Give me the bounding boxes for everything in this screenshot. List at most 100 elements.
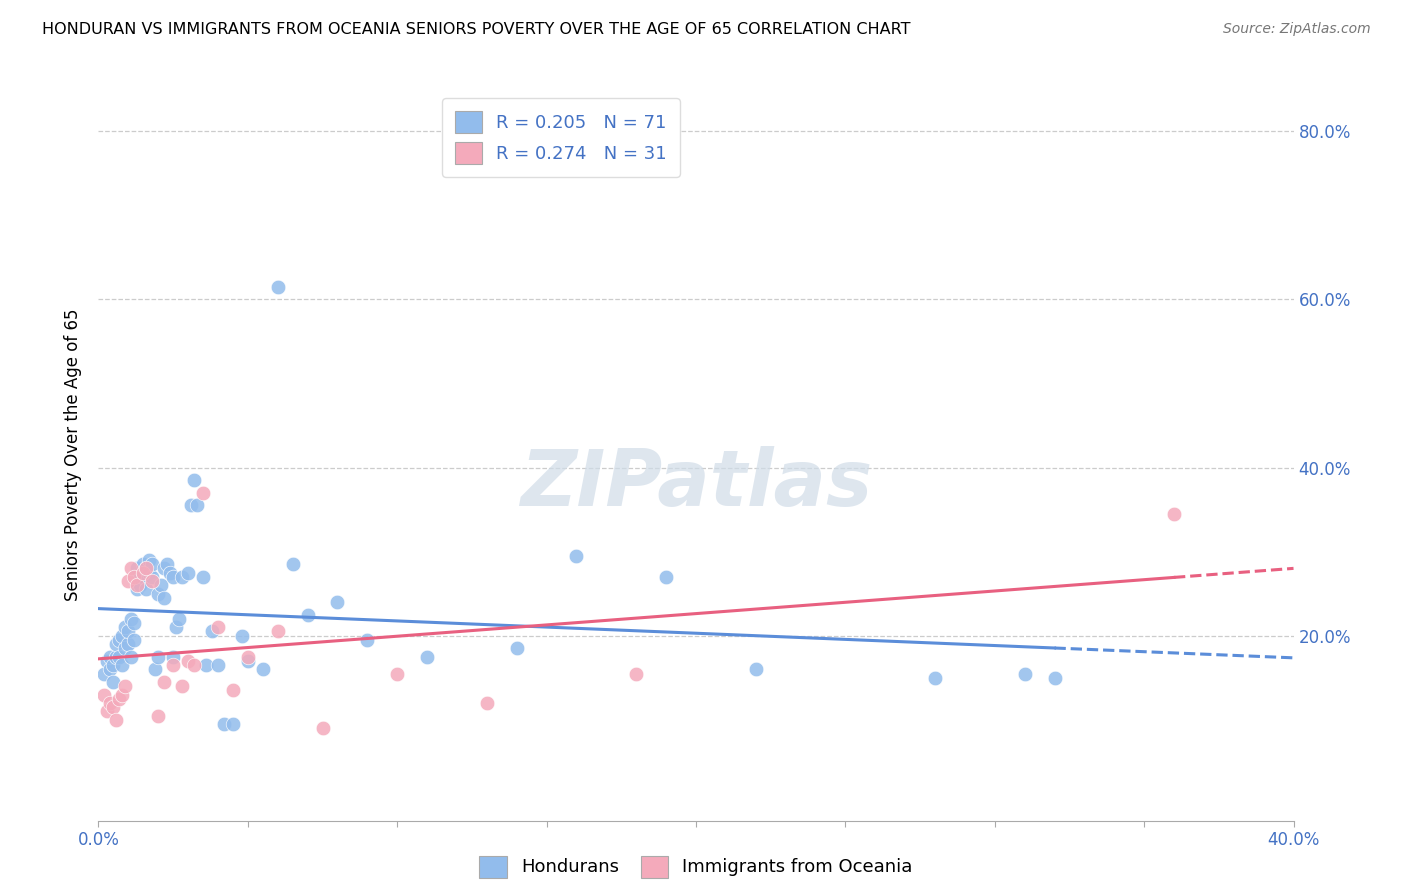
Point bbox=[135, 582, 157, 597]
Point bbox=[162, 649, 184, 664]
Point bbox=[103, 674, 125, 689]
Point bbox=[177, 654, 200, 668]
Point bbox=[506, 641, 529, 656]
Point bbox=[108, 632, 131, 647]
Point bbox=[132, 558, 155, 572]
Legend: Hondurans, Immigrants from Oceania: Hondurans, Immigrants from Oceania bbox=[472, 848, 920, 885]
Point bbox=[222, 683, 245, 698]
Point bbox=[108, 649, 131, 664]
Point bbox=[156, 558, 179, 572]
Point bbox=[148, 649, 170, 664]
Point bbox=[191, 570, 214, 584]
Point bbox=[114, 620, 136, 634]
Point bbox=[135, 561, 157, 575]
Point bbox=[148, 587, 170, 601]
Point bbox=[236, 649, 259, 664]
Point bbox=[129, 570, 152, 584]
Point bbox=[172, 679, 194, 693]
Point bbox=[385, 666, 409, 681]
Point bbox=[105, 649, 128, 664]
Point bbox=[1014, 666, 1036, 681]
Point bbox=[96, 654, 118, 668]
Point bbox=[93, 688, 115, 702]
Point bbox=[148, 708, 170, 723]
Point bbox=[165, 620, 187, 634]
Point bbox=[207, 658, 229, 673]
Text: HONDURAN VS IMMIGRANTS FROM OCEANIA SENIORS POVERTY OVER THE AGE OF 65 CORRELATI: HONDURAN VS IMMIGRANTS FROM OCEANIA SENI… bbox=[42, 22, 911, 37]
Point bbox=[212, 717, 235, 731]
Point bbox=[105, 637, 128, 651]
Point bbox=[924, 671, 946, 685]
Point bbox=[1163, 507, 1185, 521]
Point bbox=[475, 696, 498, 710]
Point bbox=[138, 553, 160, 567]
Point bbox=[141, 570, 163, 584]
Point bbox=[252, 662, 274, 676]
Point bbox=[267, 624, 290, 639]
Point bbox=[132, 570, 155, 584]
Point bbox=[108, 691, 131, 706]
Point bbox=[326, 595, 349, 609]
Point bbox=[183, 473, 205, 487]
Point bbox=[114, 641, 136, 656]
Point bbox=[162, 570, 184, 584]
Text: Source: ZipAtlas.com: Source: ZipAtlas.com bbox=[1223, 22, 1371, 37]
Point bbox=[195, 658, 218, 673]
Point bbox=[117, 574, 139, 588]
Point bbox=[267, 279, 290, 293]
Point bbox=[132, 566, 155, 580]
Point bbox=[231, 629, 253, 643]
Point bbox=[105, 713, 128, 727]
Point bbox=[162, 658, 184, 673]
Point bbox=[236, 654, 259, 668]
Point bbox=[356, 632, 378, 647]
Point bbox=[120, 561, 142, 575]
Point bbox=[207, 620, 229, 634]
Point bbox=[103, 658, 125, 673]
Point bbox=[180, 499, 202, 513]
Point bbox=[141, 558, 163, 572]
Point bbox=[143, 662, 166, 676]
Point bbox=[117, 637, 139, 651]
Point bbox=[127, 561, 149, 575]
Point bbox=[186, 499, 208, 513]
Point bbox=[745, 662, 768, 676]
Point bbox=[138, 566, 160, 580]
Point bbox=[127, 582, 149, 597]
Point bbox=[124, 570, 146, 584]
Point bbox=[150, 578, 173, 592]
Point bbox=[117, 624, 139, 639]
Point bbox=[120, 649, 142, 664]
Text: ZIPatlas: ZIPatlas bbox=[520, 446, 872, 522]
Point bbox=[153, 674, 176, 689]
Point bbox=[565, 549, 588, 563]
Point bbox=[201, 624, 224, 639]
Point bbox=[127, 578, 149, 592]
Point bbox=[114, 679, 136, 693]
Point bbox=[626, 666, 648, 681]
Point bbox=[183, 658, 205, 673]
Point bbox=[124, 616, 146, 631]
Point bbox=[177, 566, 200, 580]
Point bbox=[111, 688, 134, 702]
Point bbox=[297, 607, 319, 622]
Point bbox=[172, 570, 194, 584]
Point bbox=[103, 700, 125, 714]
Point bbox=[100, 649, 122, 664]
Point bbox=[281, 558, 304, 572]
Point bbox=[153, 561, 176, 575]
Point bbox=[120, 612, 142, 626]
Point bbox=[141, 574, 163, 588]
Point bbox=[100, 662, 122, 676]
Point bbox=[222, 717, 245, 731]
Point bbox=[153, 591, 176, 605]
Point bbox=[191, 485, 214, 500]
Point bbox=[135, 561, 157, 575]
Point bbox=[111, 658, 134, 673]
Point bbox=[167, 612, 190, 626]
Point bbox=[93, 666, 115, 681]
Point bbox=[1043, 671, 1066, 685]
Point bbox=[111, 629, 134, 643]
Point bbox=[96, 704, 118, 718]
Point bbox=[655, 570, 678, 584]
